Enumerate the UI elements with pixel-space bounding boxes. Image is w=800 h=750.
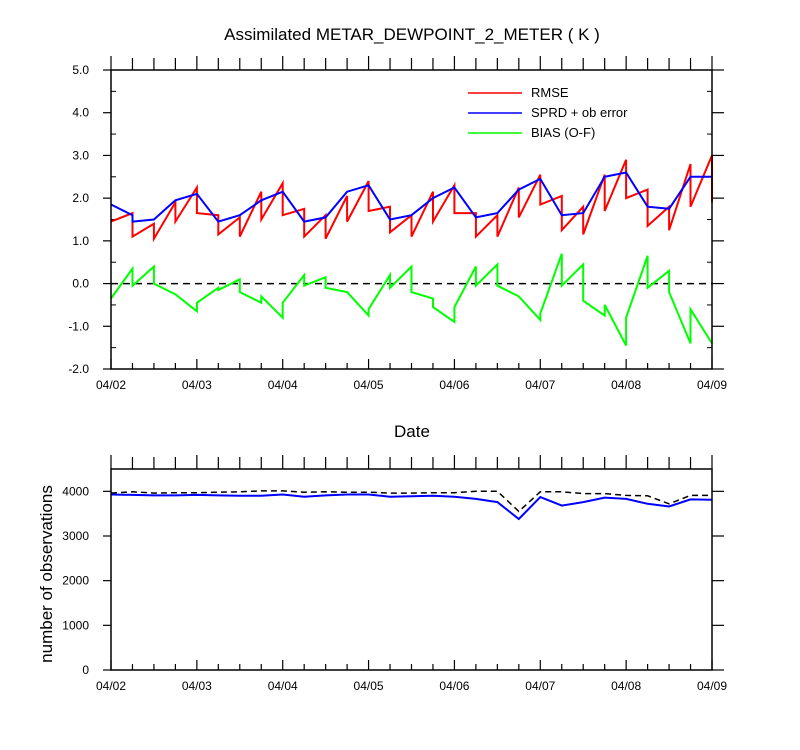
y-tick-label: 2000 [62, 574, 89, 588]
x-axis-title: Date [394, 422, 430, 441]
x-tick-label: 04/02 [96, 679, 126, 693]
bottom-chart-panel: 04/02 04/03 04/04 04/05 04/06 04/07 04/08 04/09… [37, 455, 727, 693]
x-tick-label: 04/03 [182, 378, 212, 392]
observations-assimilated-line [110, 493, 713, 521]
y-tick-label: 4000 [62, 484, 89, 498]
spread-series-line [110, 171, 712, 223]
x-tick-label: 04/05 [354, 679, 384, 693]
chart-title: Assimilated METAR_DEWPOINT_2_METER ( K ) [224, 25, 600, 44]
x-tick-label: 04/04 [268, 679, 298, 693]
y-axis-title-observations: number of observations [37, 485, 56, 663]
top-plot-area: 04/02 04/03 04/04 04/05 04/06 04/07 04/08 04/09… [68, 56, 727, 392]
x-tick-label: 04/02 [96, 378, 126, 392]
bottom-plot-frame [110, 468, 713, 671]
y-tick-label: 3000 [62, 529, 89, 543]
x-tick-label: 04/06 [439, 679, 469, 693]
y-tick-label: -1.0 [68, 319, 89, 333]
y-tick-label: -2.0 [68, 362, 89, 376]
x-tick-label: 04/09 [697, 679, 727, 693]
observations-available-line [110, 490, 712, 513]
y-tick-label: 0.0 [72, 277, 89, 291]
bottom-plot-area: 04/02 04/03 04/04 04/05 04/06 04/07 04/08 04/09… [62, 455, 727, 693]
x-tick-label: 04/07 [525, 378, 555, 392]
top-plot-frame [110, 69, 713, 370]
y-tick-label: 4.0 [72, 106, 89, 120]
x-tick-label: 04/08 [611, 679, 641, 693]
x-tick-label: 04/08 [611, 378, 641, 392]
x-tick-label: 04/06 [439, 378, 469, 392]
x-tick-label: 04/07 [525, 679, 555, 693]
y-tick-label: 1.0 [72, 234, 89, 248]
legend: RMSE SPRD + ob error BIAS (O-F) [468, 85, 628, 140]
x-tick-label: 04/05 [354, 378, 384, 392]
x-tick-label: 04/03 [182, 679, 212, 693]
x-tick-label: 04/04 [268, 378, 298, 392]
top-chart-panel: Assimilated METAR_DEWPOINT_2_METER ( K )… [68, 25, 727, 441]
bias-series-line [110, 253, 713, 346]
rmse-series-line [110, 155, 713, 243]
y-tick-label: 2.0 [72, 191, 89, 205]
legend-label-rmse: RMSE [531, 85, 569, 100]
legend-label-bias: BIAS (O-F) [531, 125, 595, 140]
x-tick-label: 04/09 [697, 378, 727, 392]
y-tick-label: 3.0 [72, 148, 89, 162]
legend-label-spread: SPRD + ob error [531, 105, 628, 120]
y-tick-label: 5.0 [72, 63, 89, 77]
y-tick-label: 1000 [62, 618, 89, 632]
y-tick-label: 0 [82, 663, 89, 677]
